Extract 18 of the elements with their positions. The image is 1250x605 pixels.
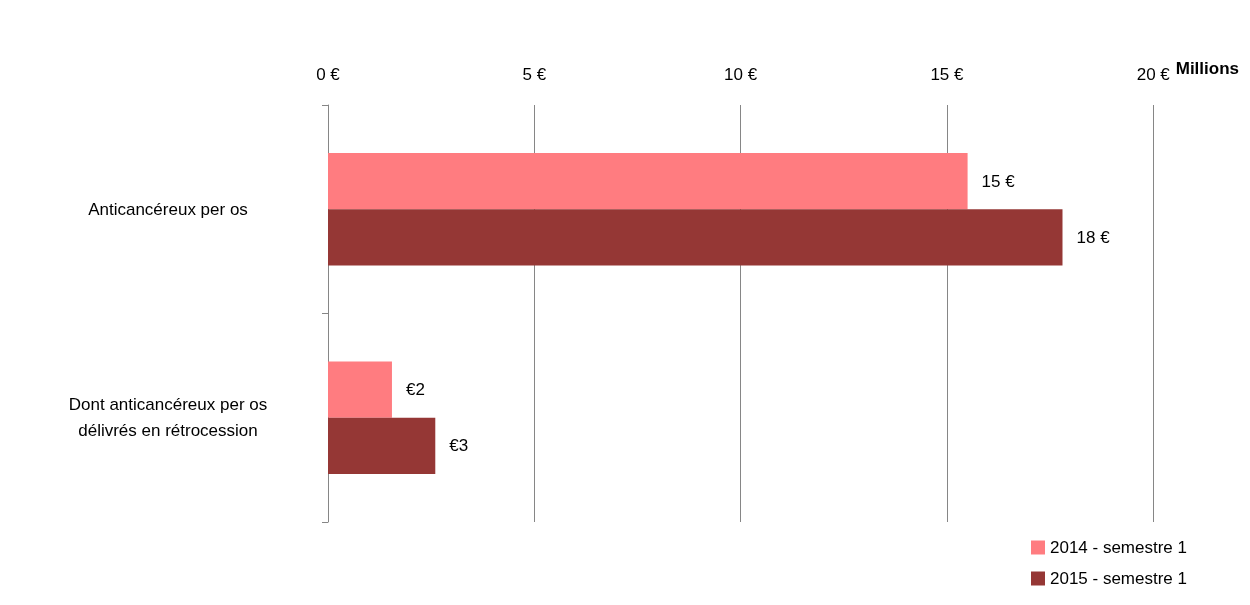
x-tick-label: 10 € <box>724 65 758 84</box>
x-tick-label: 20 € <box>1136 65 1171 84</box>
bar <box>328 152 968 210</box>
y-tick-label: Anticancéreux per os <box>88 199 248 219</box>
x-tick-label: 15 € <box>930 65 965 84</box>
y-tick-label: Dont anticancéreux per os délivrés en rétrocession <box>68 395 268 441</box>
bar <box>328 209 1063 266</box>
data-label: €3 <box>449 436 469 456</box>
legend-label: 2014 - semestre 1 <box>1049 538 1187 557</box>
data-label: 18 € <box>1076 227 1111 247</box>
legend-label: 2015 - semestre 1 <box>1049 569 1187 588</box>
bar <box>328 417 436 475</box>
data-label: €2 <box>405 380 425 400</box>
bar <box>328 361 392 418</box>
x-axis-title: Millions <box>1175 59 1239 78</box>
data-label: 15 € <box>981 171 1016 191</box>
x-tick-label: 5 € <box>522 65 547 84</box>
x-tick-label: 0 € <box>316 65 341 84</box>
